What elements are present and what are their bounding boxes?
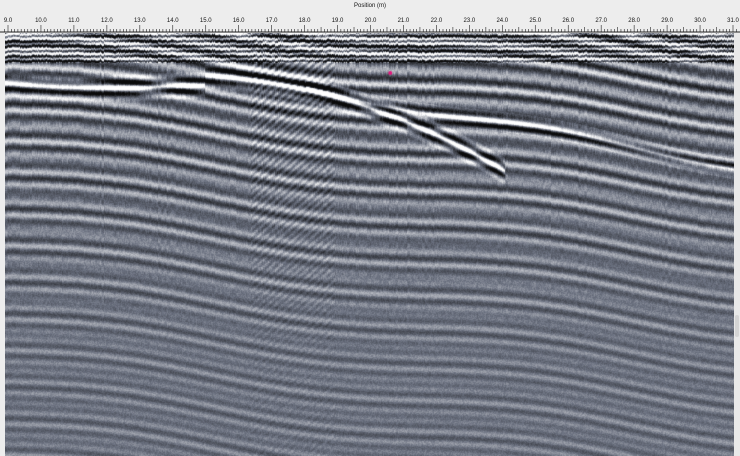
axis-tick-label: 19.0 xyxy=(332,18,344,24)
axis-tick-label: 10.0 xyxy=(35,18,47,24)
axis-tick-label: 14.0 xyxy=(167,18,179,24)
axis-tick-label: 23.0 xyxy=(464,18,476,24)
axis-title: Position (m) xyxy=(353,3,386,9)
axis-tick-label: 29.0 xyxy=(661,18,673,24)
axis-tick-label: 15.0 xyxy=(200,18,212,24)
axis-tick-label: 22.0 xyxy=(431,18,443,24)
axis-tick-label: 28.0 xyxy=(628,18,640,24)
axis-tick-label: 11.0 xyxy=(68,18,80,24)
axis-tick-label: 9.0 xyxy=(4,18,13,24)
axis-tick-label: 25.0 xyxy=(529,18,541,24)
scrollbar-thumb[interactable] xyxy=(735,315,739,337)
axis-tick-label: 30.0 xyxy=(694,18,706,24)
axis-tick-label: 13.0 xyxy=(134,18,146,24)
radargram-image[interactable] xyxy=(5,33,740,456)
axis-tick-label: 20.0 xyxy=(365,18,377,24)
axis-tick-label: 24.0 xyxy=(496,18,508,24)
axis-tick-label: 31.0 xyxy=(727,18,739,24)
axis-tick-label: 12.0 xyxy=(101,18,113,24)
axis-tick-label: 17.0 xyxy=(266,18,278,24)
axis-tick-label: 27.0 xyxy=(595,18,607,24)
axis-tick-label: 16.0 xyxy=(233,18,245,24)
position-axis: 9.0 10.0 11.0 12.0 13.0 14.0 15.0 16.0 17.0 18.0 1… xyxy=(0,18,740,33)
axis-tick-label: 18.0 xyxy=(299,18,311,24)
axis-tick-label: 21.0 xyxy=(398,18,410,24)
vertical-scrollbar[interactable] xyxy=(734,33,740,456)
axis-tick-label: 26.0 xyxy=(562,18,574,24)
